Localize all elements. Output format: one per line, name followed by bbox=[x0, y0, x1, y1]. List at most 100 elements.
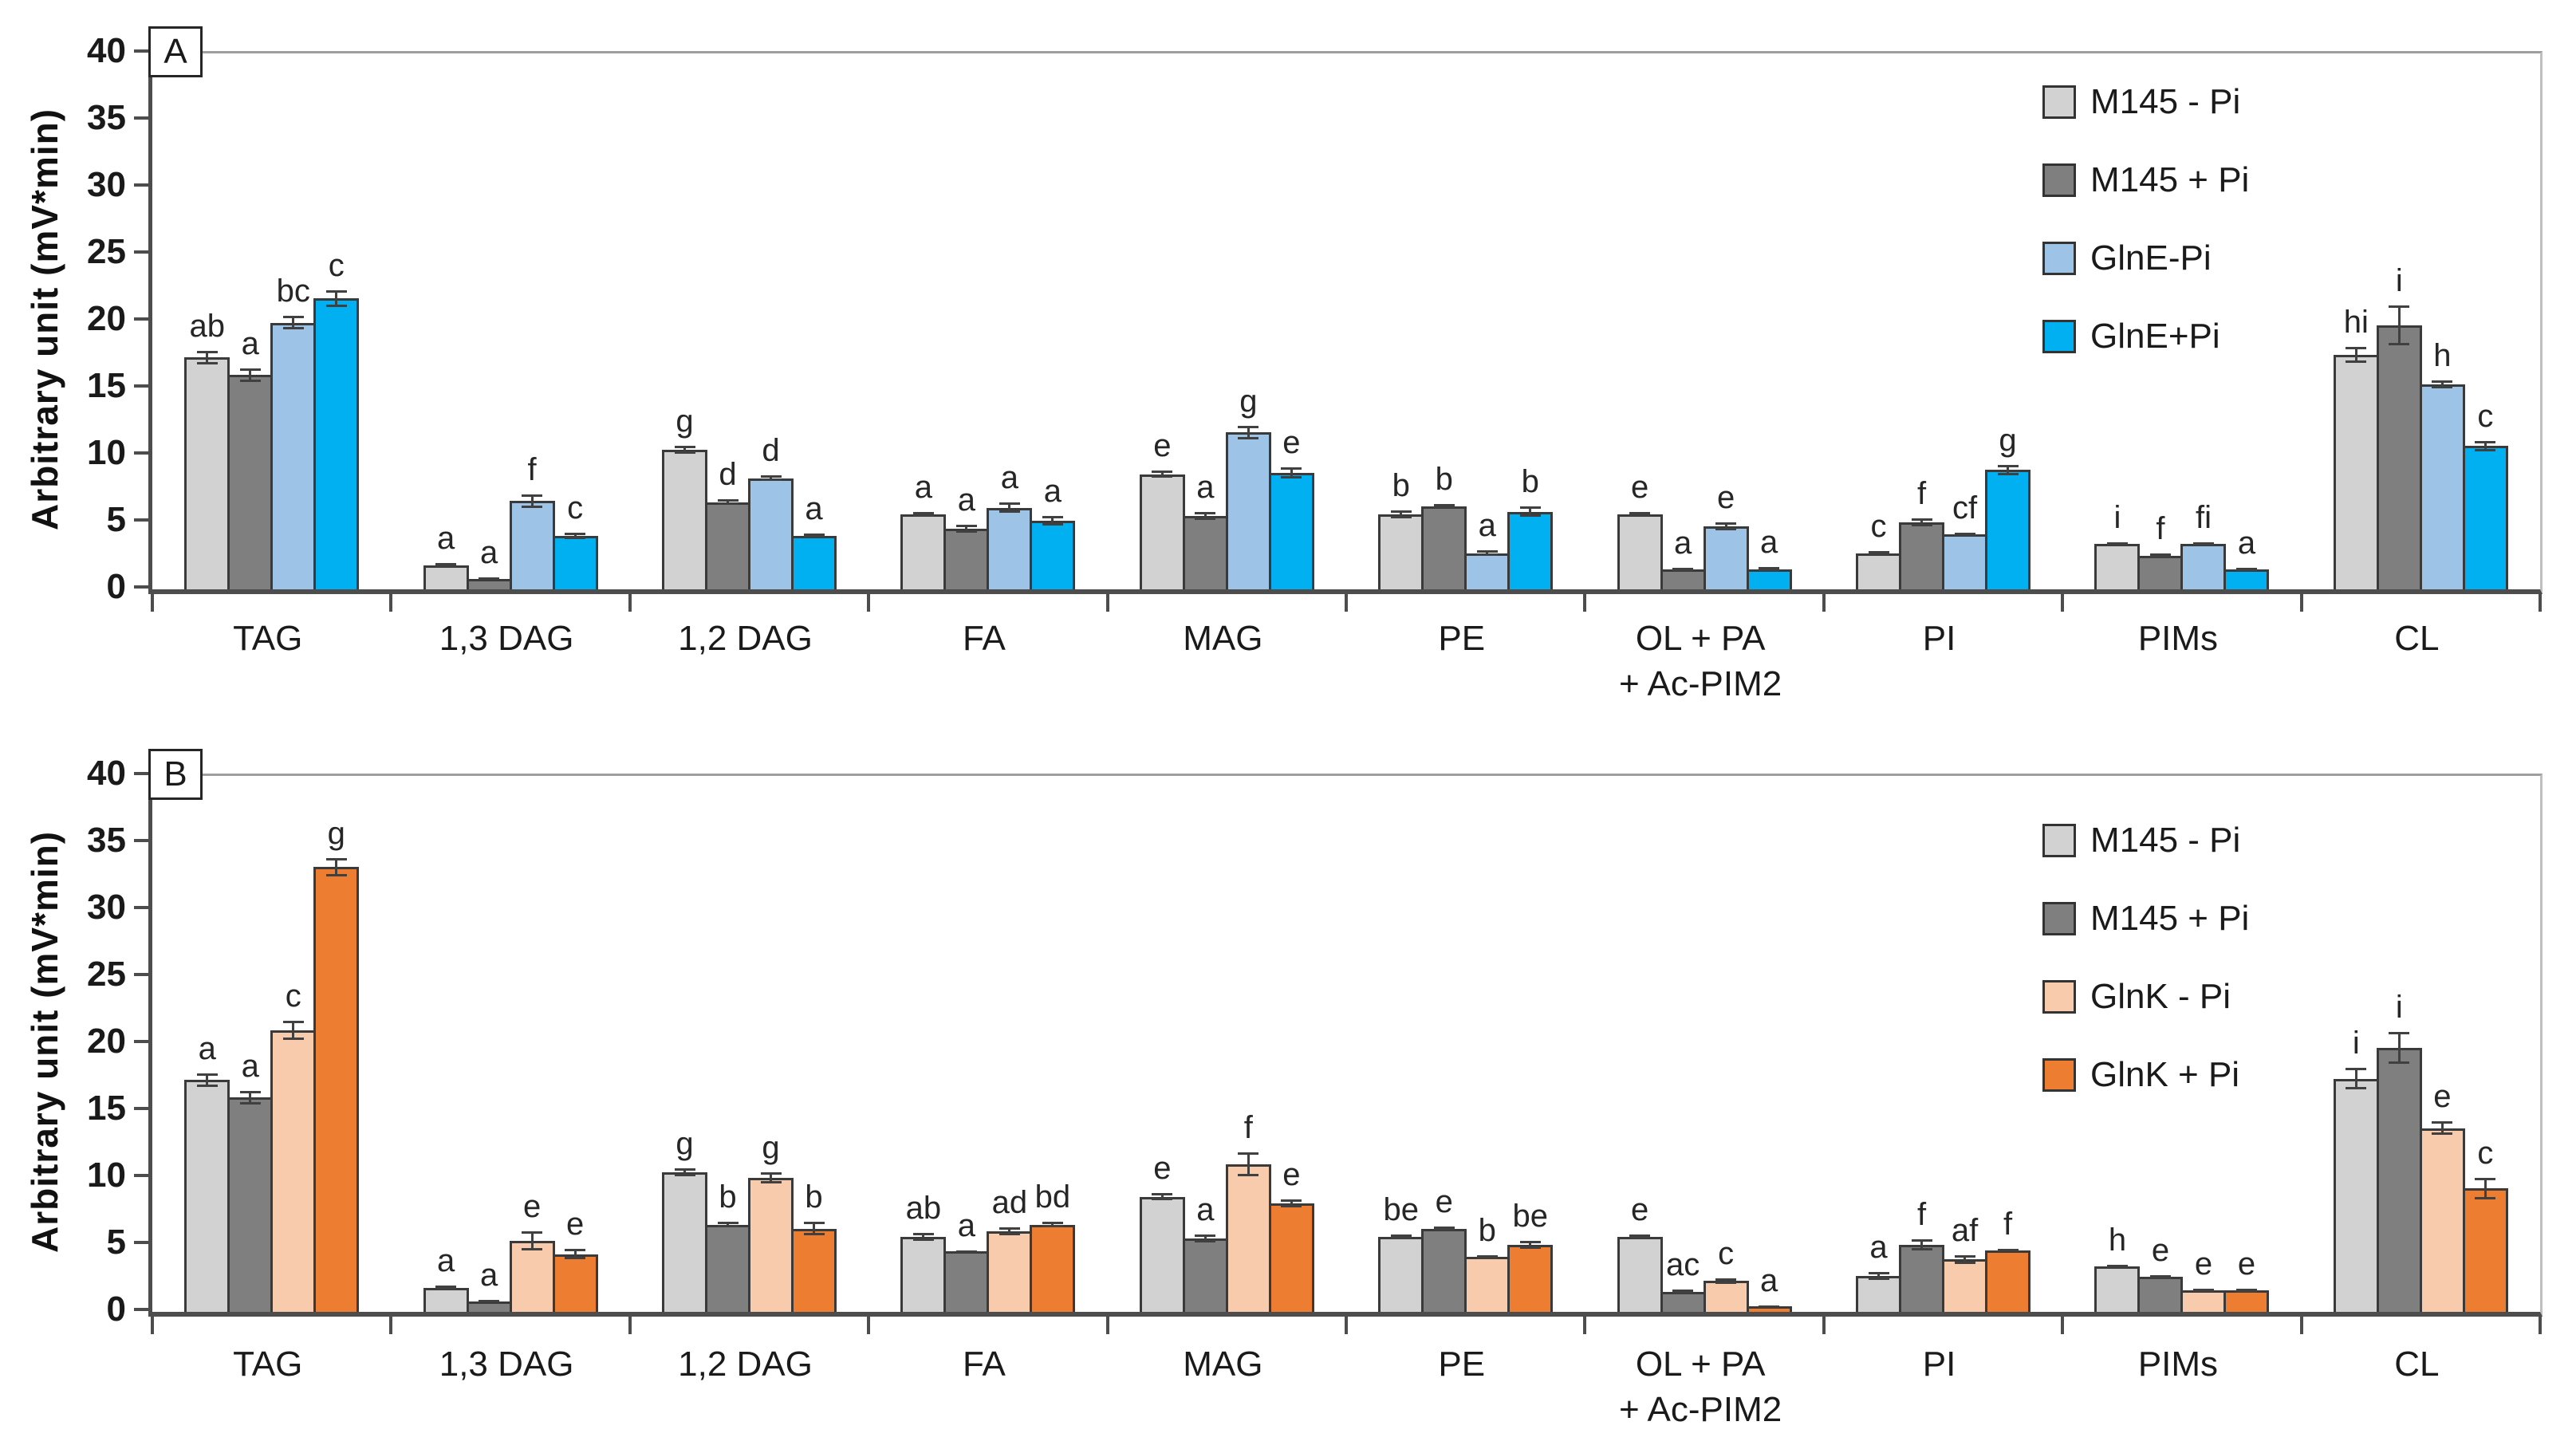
significance-letter: a bbox=[436, 1243, 455, 1279]
bar: g bbox=[662, 405, 708, 589]
bar: fi bbox=[2180, 502, 2227, 589]
error-bar-cap bbox=[325, 304, 347, 307]
error-bar-line bbox=[206, 350, 209, 364]
significance-letter: a bbox=[1478, 508, 1496, 544]
y-axis: 0 5 10 15 20 25 30 35 40 bbox=[0, 754, 148, 1329]
significance-letter: d bbox=[762, 433, 780, 469]
y-axis-tick bbox=[134, 116, 148, 120]
error-bar-cap bbox=[1672, 1290, 1694, 1293]
error-bar bbox=[2149, 553, 2171, 559]
bar: c bbox=[2462, 1137, 2508, 1312]
error-bar-cap bbox=[1042, 516, 1063, 519]
error-bar-cap bbox=[325, 290, 347, 293]
error-bar-line bbox=[2397, 305, 2401, 346]
error-bar-cap bbox=[1911, 1247, 1932, 1250]
bar-group: ab a bc c bbox=[152, 250, 391, 589]
x-axis-category-labels: TAG 1,3 DAG 1,2 DAG FA MAG PE OL + PA + Ac-PIM… bbox=[148, 1341, 2536, 1432]
error-bar-cap bbox=[2106, 1265, 2128, 1268]
category-label: 1,2 DAG bbox=[678, 1345, 813, 1384]
error-bar-cap bbox=[803, 535, 825, 538]
category-label: PE bbox=[1438, 619, 1486, 658]
error-bar-cap bbox=[1476, 553, 1498, 556]
error-bar bbox=[522, 494, 543, 508]
error-bar-cap bbox=[1238, 1174, 1259, 1177]
error-bar bbox=[760, 475, 782, 481]
error-bar-line bbox=[1724, 1278, 1727, 1284]
error-bar bbox=[717, 499, 739, 506]
error-bar bbox=[674, 1168, 695, 1177]
error-bar-cap bbox=[2346, 1087, 2367, 1090]
error-bar-line bbox=[573, 1249, 577, 1260]
significance-letter: e bbox=[2237, 1246, 2256, 1282]
bar: e bbox=[1268, 1159, 1314, 1312]
error-bar bbox=[1042, 1222, 1063, 1228]
error-bar-cap bbox=[1433, 1227, 1455, 1230]
error-bar-cap bbox=[1519, 1246, 1541, 1250]
bar: e bbox=[1139, 430, 1185, 589]
y-axis-tick bbox=[134, 49, 148, 53]
significance-letter: a bbox=[241, 325, 259, 361]
error-bar-line bbox=[1920, 1239, 1924, 1250]
significance-letter: e bbox=[1717, 480, 1735, 516]
error-bar-cap bbox=[522, 1247, 543, 1250]
error-bar-line bbox=[1247, 1152, 1250, 1177]
error-bar-cap bbox=[239, 1101, 261, 1105]
legend: M145 - Pi M145 + Pi GlnK - Pi GlnK + Pi bbox=[2042, 821, 2249, 1095]
error-bar-cap bbox=[435, 1287, 457, 1290]
error-bar-cap bbox=[1042, 523, 1063, 526]
y-axis-tick bbox=[134, 1107, 148, 1110]
legend-label: GlnE+Pi bbox=[2090, 317, 2220, 356]
error-bar bbox=[2192, 542, 2214, 545]
error-bar bbox=[2389, 305, 2410, 346]
bar-group: e ac c a bbox=[1585, 1194, 1823, 1312]
bar: b bbox=[1507, 466, 1554, 589]
error-bar bbox=[2106, 542, 2128, 545]
error-bar-cap bbox=[998, 502, 1020, 505]
legend-item: GlnK + Pi bbox=[2042, 1055, 2249, 1095]
bar: e bbox=[1421, 1186, 1467, 1312]
error-bar bbox=[2192, 1289, 2214, 1292]
error-bar-cap bbox=[1238, 436, 1259, 439]
error-bar-cap bbox=[1519, 514, 1541, 518]
x-axis-tick bbox=[2299, 1317, 2303, 1334]
bar: bc bbox=[270, 275, 317, 589]
error-bar bbox=[282, 1021, 304, 1040]
error-bar-cap bbox=[522, 494, 543, 497]
legend-item: GlnK - Pi bbox=[2042, 977, 2249, 1017]
significance-letter: i bbox=[2395, 262, 2403, 298]
error-bar-cap bbox=[912, 514, 934, 518]
significance-letter: c bbox=[285, 979, 301, 1014]
error-bar bbox=[196, 350, 218, 364]
x-axis-tick bbox=[2539, 1317, 2542, 1334]
bar: ac bbox=[1660, 1249, 1706, 1312]
significance-letter: a bbox=[436, 521, 455, 557]
error-bar bbox=[2346, 1068, 2367, 1090]
error-bar bbox=[1433, 504, 1455, 509]
error-bar-cap bbox=[1868, 551, 1889, 554]
error-bar-line bbox=[1877, 1271, 1881, 1280]
error-bar-cap bbox=[2389, 1061, 2410, 1065]
error-bar bbox=[1715, 522, 1737, 531]
y-axis-tick-label: 15 bbox=[87, 1089, 126, 1128]
error-bar-cap bbox=[435, 563, 457, 566]
bar-groups: a a c g a a e e g b g b ab a ad bd e a f e be e b be e ac c a a f af f h… bbox=[152, 776, 2540, 1312]
error-bar bbox=[325, 857, 347, 877]
error-bar-cap bbox=[912, 511, 934, 514]
error-bar bbox=[196, 1073, 218, 1087]
category-label: MAG bbox=[1183, 619, 1263, 658]
category-label: TAG bbox=[233, 619, 303, 658]
legend-item: M145 + Pi bbox=[2042, 899, 2249, 939]
bar: a bbox=[1030, 475, 1076, 589]
error-bar-line bbox=[1529, 1240, 1532, 1250]
error-bar-cap bbox=[1152, 471, 1173, 474]
error-bar-cap bbox=[325, 857, 347, 860]
significance-letter: f bbox=[1916, 475, 1927, 511]
bar: c bbox=[1856, 510, 1902, 589]
error-bar-cap bbox=[2192, 1289, 2214, 1292]
bar: h bbox=[2419, 340, 2465, 589]
error-bar-line bbox=[727, 1222, 730, 1228]
significance-letter: a bbox=[1196, 1191, 1215, 1227]
bar: f bbox=[509, 454, 555, 589]
error-bar-cap bbox=[1997, 1249, 2019, 1252]
